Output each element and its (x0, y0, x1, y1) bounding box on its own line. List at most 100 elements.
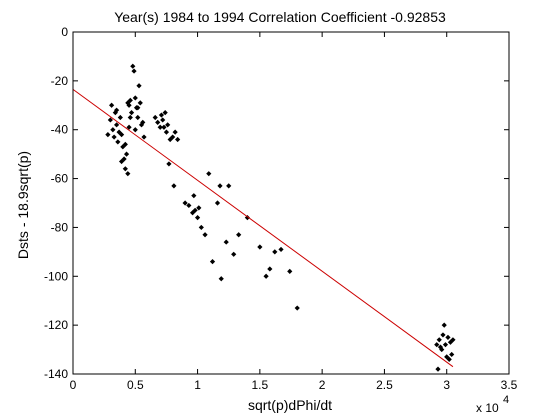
data-point (272, 249, 278, 255)
data-point (131, 68, 137, 74)
data-point (445, 334, 451, 340)
plot-frame (72, 31, 510, 375)
data-point (152, 114, 158, 121)
data-point (172, 129, 178, 135)
data-point (257, 244, 263, 250)
y-tick-label: -120 (44, 318, 68, 332)
data-point (110, 127, 116, 133)
data-point (436, 337, 442, 343)
data-point (163, 129, 170, 135)
data-point (192, 207, 198, 213)
data-point (226, 183, 232, 189)
data-point (118, 158, 125, 165)
data-point (125, 100, 131, 106)
data-point (118, 132, 125, 138)
data-point (115, 139, 121, 145)
x-tick-label: 1.5 (252, 378, 269, 392)
data-point (127, 114, 133, 121)
data-point (109, 102, 115, 108)
data-point (158, 112, 165, 118)
x-axis-label: sqrt(p)dPhi/dt (248, 397, 332, 413)
x-tick-label: 2 (319, 378, 326, 392)
x-tick-label: 2.5 (376, 378, 393, 392)
data-point (439, 346, 445, 353)
x-tick-label: 0.5 (127, 378, 144, 392)
data-point (267, 266, 273, 272)
data-point (442, 342, 449, 348)
x-tick-label: 1 (194, 378, 201, 392)
y-tick-group: 0 -20 -40 -60 -80 -100 -120 -140 (44, 25, 509, 381)
data-point (287, 268, 293, 274)
data-point (206, 171, 212, 177)
data-point (107, 117, 113, 123)
data-point (157, 124, 163, 130)
y-tick-label: -40 (51, 123, 69, 137)
data-point (446, 356, 452, 362)
data-point (209, 259, 216, 265)
data-point (136, 83, 142, 89)
x-tick-label: 0 (70, 378, 77, 392)
data-point (105, 132, 111, 138)
data-point (198, 224, 204, 231)
data-point (125, 171, 131, 177)
data-point (263, 273, 269, 279)
data-point (166, 161, 172, 167)
data-point (170, 134, 176, 140)
y-tick-label: 0 (61, 25, 68, 39)
data-point (236, 232, 242, 238)
x-tick-label: 3.5 (501, 378, 518, 392)
data-point (202, 232, 208, 238)
fit-line (72, 89, 454, 368)
y-tick-label: -140 (44, 367, 68, 381)
chart-title: Year(s) 1984 to 1994 Correlation Coeffic… (114, 9, 446, 25)
data-point (440, 332, 446, 338)
data-point (441, 322, 447, 328)
data-point (135, 105, 141, 111)
data-point (175, 136, 181, 143)
data-point (140, 119, 146, 125)
y-tick-label: -100 (44, 269, 68, 283)
data-point (217, 183, 223, 189)
data-point (191, 193, 197, 199)
data-point (171, 183, 177, 189)
data-point (114, 122, 120, 128)
data-point (434, 342, 440, 348)
data-point (114, 107, 120, 113)
data-point (126, 124, 132, 130)
data-point (244, 215, 250, 221)
data-point (196, 205, 202, 211)
data-points (105, 63, 456, 372)
data-point (111, 134, 117, 140)
data-point (449, 351, 455, 358)
data-point (218, 276, 224, 282)
data-point (137, 100, 143, 106)
data-point (223, 239, 229, 245)
x-multiplier-exponent: 4 (503, 394, 509, 406)
data-point (182, 200, 188, 206)
data-point (128, 110, 135, 116)
data-point (278, 246, 284, 253)
y-tick-label: -60 (51, 172, 69, 186)
y-tick-label: -80 (51, 220, 69, 234)
x-multiplier-label: x 10 (476, 401, 499, 415)
data-point (162, 110, 168, 116)
x-tick-label: 3 (443, 378, 450, 392)
data-point (214, 200, 221, 206)
x-tick-group: 0 0.5 1 1.5 2 2.5 3 3.5 (70, 32, 518, 392)
data-point (194, 215, 201, 221)
data-point (141, 134, 147, 140)
data-point (135, 114, 141, 121)
data-point (122, 141, 128, 147)
y-axis-label: Dsts - 18.9sqrt(p) (15, 151, 31, 259)
data-point (435, 366, 441, 372)
data-point (130, 63, 136, 69)
data-point (122, 166, 128, 172)
data-point (117, 114, 123, 121)
data-point (161, 124, 167, 130)
data-point (160, 117, 166, 123)
data-point (186, 202, 192, 209)
data-point (155, 119, 161, 125)
data-point (450, 337, 456, 343)
y-tick-label: -20 (51, 74, 69, 88)
